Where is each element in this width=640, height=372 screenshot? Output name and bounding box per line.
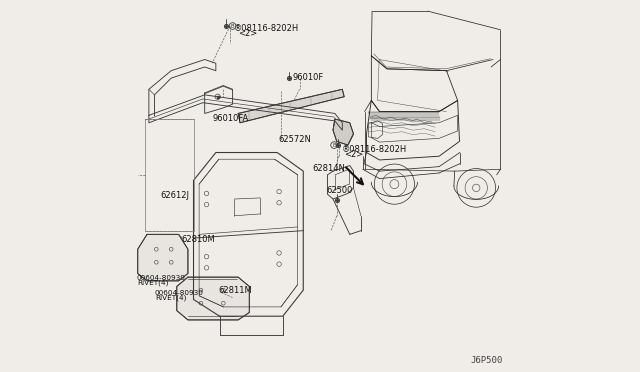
Text: 62572N: 62572N: [278, 135, 311, 144]
Text: 62814N: 62814N: [312, 164, 346, 173]
Text: RIVET(4): RIVET(4): [155, 295, 186, 301]
Text: 62811M: 62811M: [219, 286, 253, 295]
Text: 62810M: 62810M: [181, 235, 215, 244]
Text: <2>: <2>: [344, 150, 364, 159]
Polygon shape: [138, 234, 188, 281]
Text: ®08116-8202H: ®08116-8202H: [234, 24, 299, 33]
Text: RIVET(4): RIVET(4): [137, 279, 168, 286]
Text: 00604-80930: 00604-80930: [155, 290, 204, 296]
Text: B: B: [332, 142, 336, 148]
Text: 96010FA: 96010FA: [212, 114, 248, 123]
Polygon shape: [177, 277, 250, 320]
Text: J6P500: J6P500: [470, 356, 502, 365]
Polygon shape: [333, 119, 353, 145]
Text: ®08116-8202H: ®08116-8202H: [342, 145, 407, 154]
Text: 62500: 62500: [326, 186, 353, 195]
Text: <2>: <2>: [238, 29, 257, 38]
Text: 00604-80930: 00604-80930: [137, 275, 186, 280]
Text: B: B: [231, 23, 234, 29]
Polygon shape: [238, 89, 344, 123]
Text: 96010F: 96010F: [293, 73, 324, 81]
Text: 62612J: 62612J: [160, 191, 189, 200]
